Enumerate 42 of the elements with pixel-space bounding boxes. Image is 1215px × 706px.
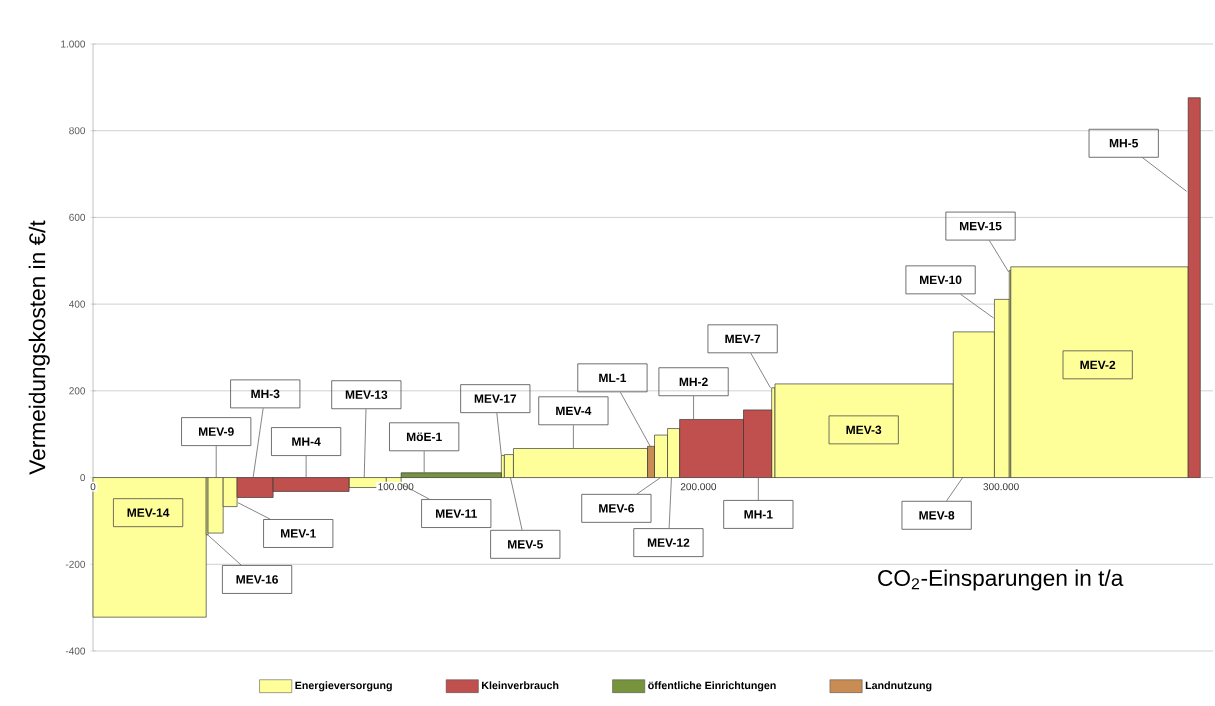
annotation: MEV-7: [725, 334, 761, 343]
annotation: MH-5: [1109, 139, 1139, 148]
annotation: MEV-9: [199, 427, 234, 436]
y-tick-label: 1.000: [61, 40, 86, 48]
y-tick-label: 0: [80, 474, 86, 482]
legend-label: Landnutzung: [865, 681, 932, 692]
annotation: MöE-1: [406, 432, 442, 442]
y-tick-label: 200: [69, 387, 86, 395]
y-tick-label: -400: [65, 647, 86, 655]
legend-label: Kleinverbrauch: [482, 681, 559, 690]
legend-label: öffentliche Einrichtungen: [648, 681, 776, 692]
annotation: MEV-13: [345, 390, 388, 399]
annotation: MH-1: [744, 510, 773, 519]
annotation: MEV-17: [474, 394, 517, 403]
annotation: MEV-4: [556, 406, 592, 415]
y-axis-title: Vermeidungskosten in €/t: [28, 220, 50, 475]
annotation: ML-1: [599, 373, 627, 382]
annotation: MEV-1: [281, 529, 316, 538]
annotation: MEV-15: [959, 221, 1002, 231]
annotation: MEV-5: [508, 540, 543, 549]
x-tick-label: 200.000: [680, 483, 717, 491]
annotation: MEV-6: [599, 504, 634, 513]
annotation: MEV-3: [846, 425, 882, 435]
annotation: MEV-11: [436, 509, 477, 518]
x-tick-label: 0: [90, 483, 96, 491]
x-axis-title: CO$_{2}$-Einsparungen in t/a: [878, 569, 1124, 591]
x-tick-label: 100.000: [378, 483, 414, 491]
annotation: MEV-10: [920, 275, 962, 285]
y-tick-label: -200: [65, 560, 86, 568]
legend-label: Energieversorgung: [295, 681, 392, 692]
y-tick-label: 400: [69, 300, 86, 308]
annotation: MH-4: [292, 437, 321, 446]
x-tick-label: 300.000: [983, 483, 1019, 491]
annotation: MEV-12: [647, 538, 690, 547]
y-tick-label: 800: [69, 127, 86, 135]
annotation: MEV-8: [919, 511, 955, 520]
y-tick-label: 600: [69, 213, 86, 221]
annotation: MEV-14: [127, 508, 170, 517]
annotation: MEV-2: [1080, 360, 1116, 370]
annotation: MEV-16: [236, 575, 278, 584]
annotation: MH-2: [679, 377, 708, 386]
annotation: MH-3: [251, 389, 280, 399]
